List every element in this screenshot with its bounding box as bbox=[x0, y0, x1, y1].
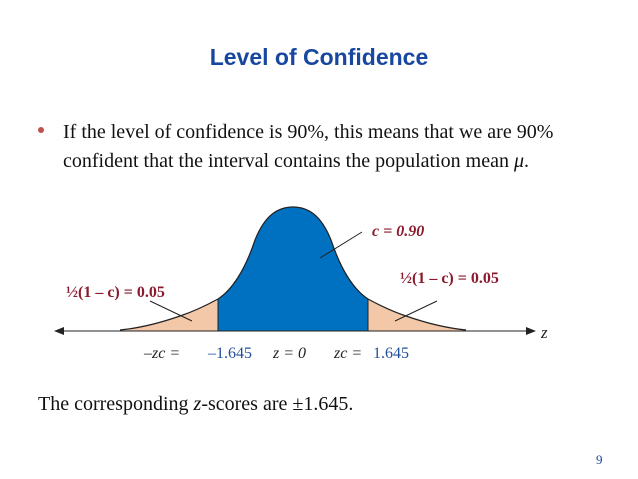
bullet-marker bbox=[38, 127, 44, 133]
center-leader-line bbox=[319, 231, 363, 259]
conclusion-part2: -scores are ±1.645. bbox=[201, 393, 354, 415]
axis-arrow-right bbox=[526, 327, 536, 335]
right-critical-value: 1.645 bbox=[373, 345, 409, 362]
mu-symbol: μ bbox=[513, 150, 525, 172]
slide-title: Level of Confidence bbox=[209, 44, 429, 70]
center-area-label: c = 0.90 bbox=[372, 223, 424, 240]
axis-arrow-left bbox=[54, 327, 64, 335]
center-z-label: z = 0 bbox=[272, 345, 306, 362]
left-critical-value: –1.645 bbox=[207, 345, 252, 362]
right-tail-area bbox=[368, 299, 466, 331]
left-tail-area bbox=[120, 299, 218, 331]
right-tail-label: ½(1 – c) = 0.05 bbox=[400, 270, 499, 287]
left-tail-label: ½(1 – c) = 0.05 bbox=[66, 284, 165, 301]
conclusion-text: The corresponding z-scores are ±1.645. bbox=[38, 393, 353, 416]
density-curve bbox=[119, 206, 467, 331]
right-tail-leader-line bbox=[394, 300, 438, 322]
conclusion-z: z bbox=[193, 393, 202, 415]
bullet-text-end: . bbox=[524, 150, 530, 172]
conclusion-part1: The corresponding bbox=[38, 393, 194, 415]
right-critical-prefix: zc = bbox=[333, 345, 362, 362]
axis-label: z bbox=[540, 323, 548, 342]
bullet-text-main: If the level of confidence is 90%, this … bbox=[63, 121, 554, 172]
center-area bbox=[218, 207, 368, 331]
bullet-text: If the level of confidence is 90%, this … bbox=[63, 118, 603, 176]
left-critical-prefix: –zc = bbox=[143, 345, 180, 362]
left-tail-leader-line bbox=[149, 300, 193, 322]
page-number: 9 bbox=[596, 452, 603, 467]
